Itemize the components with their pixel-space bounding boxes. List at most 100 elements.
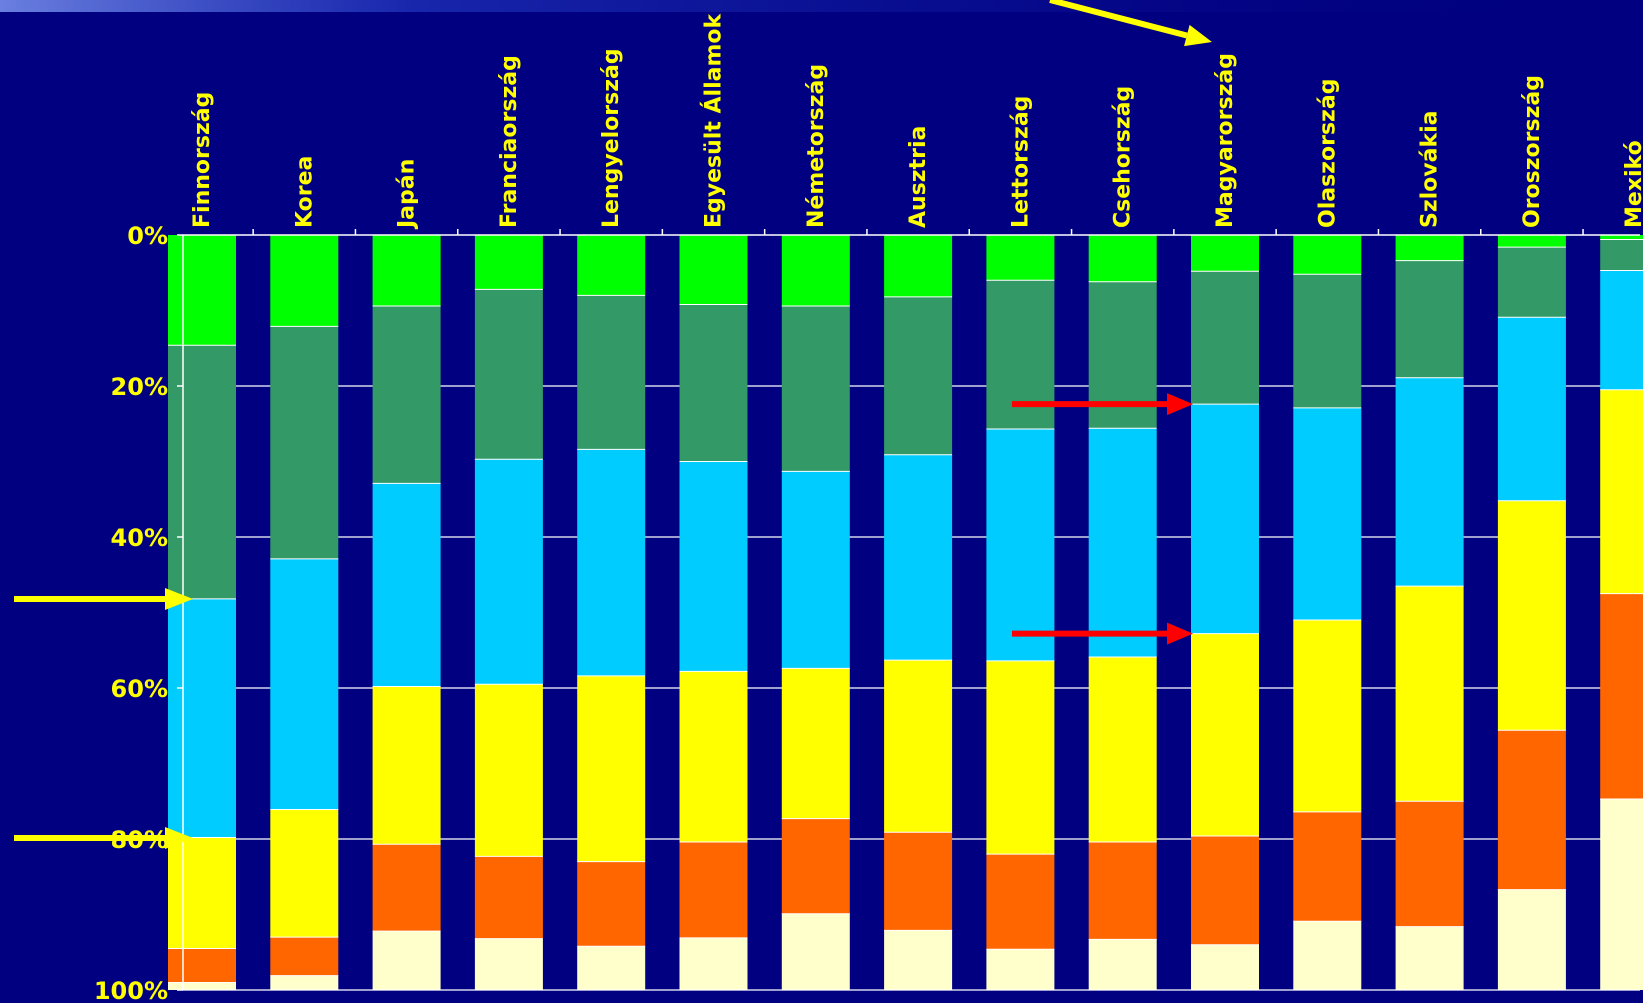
category-label: Szlovákia	[1418, 110, 1443, 228]
bar-segment	[1600, 593, 1643, 799]
bar-segment	[474, 235, 543, 290]
category-label: Lettország	[1008, 96, 1033, 228]
bar-segment	[1191, 404, 1259, 634]
bar-segment	[577, 946, 646, 990]
bar-segment	[1293, 235, 1362, 275]
category-label: Olaszország	[1315, 79, 1340, 228]
bar-segment	[1088, 657, 1157, 843]
bar-segment	[168, 982, 236, 990]
category-label: Oroszország	[1520, 75, 1545, 228]
bar-segment	[884, 832, 953, 931]
bar-segment	[474, 938, 543, 990]
category-label: Franciaország	[497, 55, 522, 228]
bar-segment	[1497, 235, 1566, 248]
bar-segment	[577, 861, 646, 947]
bar-segment	[372, 305, 441, 484]
category-label: Lengyelország	[599, 48, 624, 228]
bar-segment	[781, 235, 850, 306]
category-label: Magyarország	[1213, 53, 1238, 228]
bar-segment	[679, 671, 748, 843]
bar-segment	[1497, 317, 1566, 501]
bar-segment	[1497, 889, 1566, 990]
bar-segment	[1191, 835, 1259, 945]
category-label: Korea	[292, 156, 317, 228]
bar-segment	[986, 235, 1055, 281]
bar-segment	[168, 837, 236, 949]
bar-segment	[1395, 377, 1464, 587]
bar-segment	[679, 304, 748, 462]
bar-segment	[270, 326, 339, 559]
bar-segment	[577, 449, 646, 676]
bar-segment	[1191, 271, 1259, 405]
bar-segment	[1088, 235, 1157, 282]
bar-segment	[577, 295, 646, 450]
bar-segment	[1395, 926, 1464, 990]
top-yellow-arrow	[1049, 0, 1212, 47]
bar-segment	[1088, 939, 1157, 990]
bar-segment	[270, 235, 339, 327]
bar-segment	[1600, 270, 1643, 390]
bar-segment	[1497, 247, 1566, 318]
bar-segment	[270, 558, 339, 810]
bar-segment	[168, 235, 236, 346]
arrow-head	[1167, 393, 1193, 416]
bar-segment	[884, 930, 953, 990]
bars	[168, 235, 1643, 990]
arrow-shaft	[1049, 0, 1188, 39]
bar-segment	[986, 660, 1055, 855]
red-arrow-lower	[1012, 622, 1193, 645]
y-tick-label: 40%	[111, 524, 168, 552]
arrow-head	[165, 588, 193, 610]
bar-segment	[1191, 633, 1259, 836]
bar-segment	[1600, 235, 1643, 240]
bar-segment	[1395, 260, 1464, 378]
bar-segment	[1293, 811, 1362, 922]
bar-segment	[1088, 428, 1157, 658]
bar-segment	[1600, 389, 1643, 594]
bar-segment	[474, 856, 543, 939]
bar-segment	[577, 675, 646, 862]
bar-segment	[986, 854, 1055, 950]
bar-segment	[270, 975, 339, 990]
bar-segment	[372, 844, 441, 932]
bar-segment	[372, 686, 441, 845]
bar-segment	[577, 235, 646, 296]
y-tick-label: 100%	[94, 977, 168, 1003]
bar-segment	[168, 598, 236, 838]
bar-segment	[1293, 921, 1362, 990]
axes	[177, 229, 1640, 991]
bar-segment	[884, 296, 953, 455]
bar-segment	[1293, 407, 1362, 621]
bar-segment	[1497, 500, 1566, 731]
red-arrow-upper	[1012, 393, 1193, 416]
bar-segment	[1395, 801, 1464, 927]
category-label: Csehország	[1111, 86, 1136, 228]
bar-segment	[884, 235, 953, 297]
title-bar-stripe	[0, 0, 1643, 12]
bar-segment	[372, 235, 441, 306]
bar-segment	[168, 345, 236, 599]
bar-segment	[1497, 730, 1566, 890]
bar-segment	[679, 937, 748, 990]
bar-segment	[168, 948, 236, 983]
bar-segment	[1191, 944, 1259, 990]
bar-segment	[270, 937, 339, 976]
bar-segment	[372, 483, 441, 687]
bar-segment	[270, 809, 339, 938]
left-yellow-arrow-80	[14, 827, 193, 849]
bar-segment	[1600, 798, 1643, 990]
bar-segment	[986, 949, 1055, 990]
bar-segment	[781, 471, 850, 669]
bar-segment	[474, 459, 543, 685]
bar-segment	[781, 668, 850, 819]
bar-segment	[781, 305, 850, 472]
category-label: Finnország	[190, 92, 215, 228]
y-tick-label: 20%	[111, 373, 168, 401]
bar-segment	[1293, 620, 1362, 812]
annotations	[14, 0, 1212, 849]
bar-segment	[1088, 842, 1157, 940]
category-label: Mexikó	[1622, 140, 1643, 228]
bar-segment	[1395, 235, 1464, 261]
bar-segment	[884, 454, 953, 661]
